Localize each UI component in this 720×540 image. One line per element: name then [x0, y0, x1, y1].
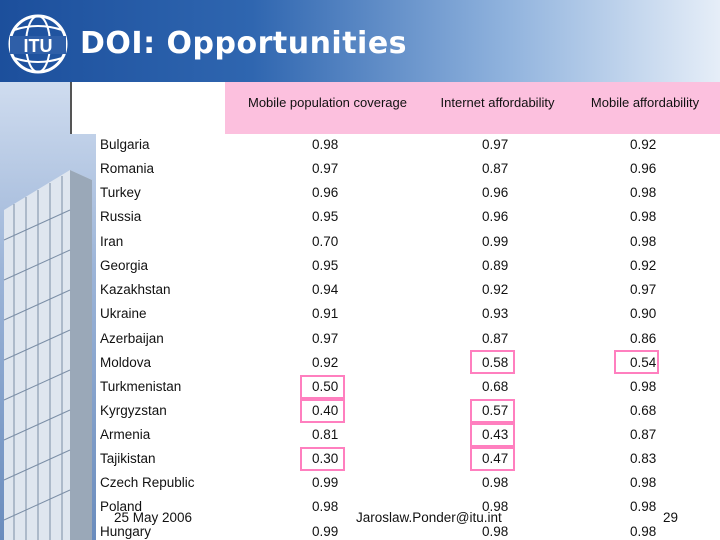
internet-affordability-cell: 0.57 — [482, 403, 509, 418]
mobile-population-coverage-cell: 0.97 — [312, 161, 339, 176]
country-cell: Moldova — [100, 355, 152, 370]
country-cell: Ukraine — [100, 306, 147, 321]
internet-affordability-cell: 0.68 — [482, 379, 509, 394]
mobile-population-coverage-cell: 0.95 — [312, 258, 339, 273]
internet-affordability-cell: 0.97 — [482, 137, 509, 152]
internet-affordability-cell: 0.93 — [482, 306, 509, 321]
internet-affordability-cell: 0.43 — [482, 427, 509, 442]
country-cell: Hungary — [100, 524, 152, 539]
footer-date: 25 May 2006 — [114, 510, 193, 525]
mobile-affordability-cell: 0.98 — [630, 379, 657, 394]
country-cell: Georgia — [100, 258, 149, 273]
mobile-affordability-cell: 0.98 — [630, 209, 657, 224]
highlight-box — [470, 399, 515, 423]
itu-logo-text: ITU — [24, 36, 53, 56]
country-cell: Turkey — [100, 185, 141, 200]
slide-title: DOI: Opportunities — [80, 26, 408, 61]
mobile-affordability-cell: 0.90 — [630, 306, 657, 321]
country-cell: Armenia — [100, 427, 151, 442]
mobile-affordability-cell: 0.86 — [630, 331, 657, 346]
mobile-population-coverage-cell: 0.99 — [312, 524, 339, 539]
highlight-box — [614, 350, 659, 374]
country-cell: Czech Republic — [100, 475, 195, 490]
page-number: 29 — [663, 510, 679, 525]
mobile-affordability-cell: 0.97 — [630, 282, 657, 297]
mobile-affordability-cell: 0.68 — [630, 403, 657, 418]
country-cell: Romania — [100, 161, 155, 176]
column-header-mobile-affordability: Mobile affordability — [590, 95, 700, 110]
mobile-population-coverage-cell: 0.94 — [312, 282, 339, 297]
mobile-affordability-cell: 0.83 — [630, 451, 657, 466]
mobile-population-coverage-cell: 0.95 — [312, 209, 339, 224]
mobile-population-coverage-cell: 0.40 — [312, 403, 339, 418]
column-header-internet-affordability: Internet affordability — [440, 95, 555, 110]
mobile-population-coverage-cell: 0.92 — [312, 355, 339, 370]
internet-affordability-cell: 0.89 — [482, 258, 509, 273]
table-header-divider — [70, 82, 72, 134]
internet-affordability-cell: 0.87 — [482, 161, 509, 176]
internet-affordability-cell: 0.92 — [482, 282, 509, 297]
mobile-population-coverage-cell: 0.99 — [312, 475, 339, 490]
mobile-affordability-cell: 0.54 — [630, 355, 657, 370]
mobile-population-coverage-cell: 0.96 — [312, 185, 339, 200]
internet-affordability-cell: 0.98 — [482, 475, 509, 490]
internet-affordability-cell: 0.87 — [482, 331, 509, 346]
internet-affordability-cell: 0.99 — [482, 234, 509, 249]
mobile-population-coverage-cell: 0.81 — [312, 427, 339, 442]
itu-logo: ITU — [8, 14, 68, 74]
highlight-box — [470, 447, 515, 471]
mobile-affordability-cell: 0.92 — [630, 258, 657, 273]
mobile-affordability-cell: 0.98 — [630, 499, 657, 514]
building-image — [3, 170, 92, 540]
mobile-affordability-cell: 0.98 — [630, 475, 657, 490]
mobile-population-coverage-cell: 0.97 — [312, 331, 339, 346]
internet-affordability-cell: 0.98 — [482, 499, 509, 514]
footer-email: Jaroslaw.Ponder@itu.int — [356, 510, 502, 525]
country-cell: Russia — [100, 209, 142, 224]
mobile-affordability-cell: 0.96 — [630, 161, 657, 176]
mobile-population-coverage-cell: 0.50 — [312, 379, 339, 394]
mobile-affordability-cell: 0.87 — [630, 427, 657, 442]
column-header-mobile-population-coverage: Mobile population coverage — [248, 95, 407, 110]
country-cell: Poland — [100, 499, 143, 514]
highlight-box — [470, 350, 515, 374]
internet-affordability-cell: 0.58 — [482, 355, 509, 370]
mobile-population-coverage-cell: 0.91 — [312, 306, 339, 321]
mobile-population-coverage-cell: 0.98 — [312, 499, 339, 514]
title-band — [0, 0, 720, 82]
country-cell: Kyrgyzstan — [100, 403, 167, 418]
highlight-box — [300, 375, 345, 399]
mobile-population-coverage-cell: 0.98 — [312, 137, 339, 152]
internet-affordability-cell: 0.96 — [482, 209, 509, 224]
internet-affordability-cell: 0.47 — [482, 451, 509, 466]
mobile-affordability-cell: 0.98 — [630, 234, 657, 249]
highlight-box — [300, 399, 345, 423]
country-cell: Tajikistan — [100, 451, 156, 466]
highlight-box — [300, 447, 345, 471]
internet-affordability-cell: 0.98 — [482, 524, 509, 539]
country-cell: Kazakhstan — [100, 282, 171, 297]
country-cell: Iran — [100, 234, 124, 249]
highlight-box — [470, 423, 515, 447]
country-cell: Turkmenistan — [100, 379, 182, 394]
mobile-affordability-cell: 0.98 — [630, 185, 657, 200]
country-cell: Bulgaria — [100, 137, 150, 152]
mobile-affordability-cell: 0.92 — [630, 137, 657, 152]
mobile-affordability-cell: 0.98 — [630, 524, 657, 539]
country-cell: Azerbaijan — [100, 331, 164, 346]
table-header-blank-cell — [70, 82, 225, 134]
mobile-population-coverage-cell: 0.70 — [312, 234, 339, 249]
internet-affordability-cell: 0.96 — [482, 185, 509, 200]
mobile-population-coverage-cell: 0.30 — [312, 451, 339, 466]
